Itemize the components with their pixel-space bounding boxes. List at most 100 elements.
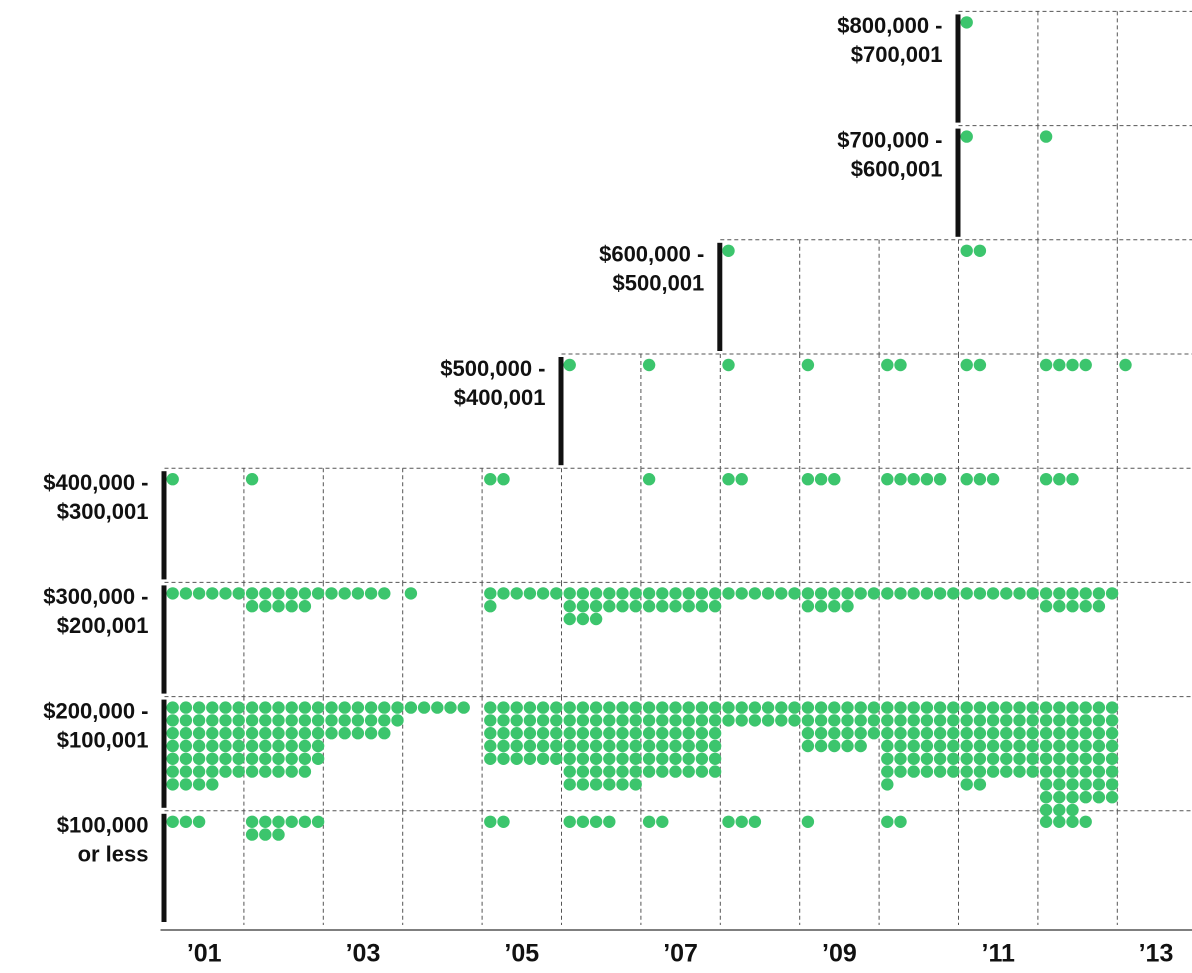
- data-dot: [682, 600, 695, 613]
- data-dot: [272, 587, 285, 600]
- data-dot: [523, 587, 537, 600]
- data-dot: [801, 739, 815, 753]
- data-dot: [801, 473, 815, 486]
- data-dot: [960, 701, 973, 714]
- data-dot: [192, 739, 206, 753]
- data-dot: [881, 587, 894, 600]
- data-dot: [907, 727, 920, 740]
- band-bar: [955, 128, 961, 237]
- data-dot: [656, 587, 669, 600]
- data-dot: [907, 587, 920, 600]
- data-dot: [814, 739, 828, 753]
- x-tick-label: ’09: [822, 940, 857, 968]
- data-dot: [179, 714, 193, 727]
- data-dot: [550, 752, 563, 765]
- data-dot: [920, 701, 934, 714]
- data-dot: [1105, 778, 1119, 791]
- data-dot: [589, 714, 603, 727]
- data-dot: [748, 714, 762, 727]
- data-dot: [298, 739, 312, 753]
- data-dot: [973, 473, 987, 486]
- data-dot: [603, 600, 616, 613]
- data-dot: [1066, 473, 1079, 486]
- data-dot: [497, 752, 510, 765]
- data-dot: [1092, 791, 1106, 804]
- data-dot: [894, 815, 907, 828]
- data-dot: [801, 815, 815, 828]
- data-dot: [484, 714, 497, 727]
- data-dot: [1066, 358, 1079, 372]
- data-dot: [1013, 727, 1026, 740]
- data-dot: [1079, 714, 1092, 727]
- data-dot: [311, 701, 325, 714]
- data-dot: [1053, 714, 1066, 727]
- data-dot: [603, 701, 616, 714]
- data-dot: [1026, 714, 1039, 727]
- data-dot: [1026, 739, 1039, 753]
- data-dot: [801, 587, 815, 600]
- data-dot: [536, 587, 550, 600]
- data-dot: [523, 701, 537, 714]
- data-dot: [761, 714, 775, 727]
- data-dot: [986, 587, 1000, 600]
- data-dot: [497, 815, 510, 828]
- data-dot: [854, 587, 867, 600]
- data-dot: [378, 587, 391, 600]
- data-dot: [894, 765, 907, 778]
- band-label-line: $300,000 -: [43, 584, 148, 609]
- data-dot: [682, 701, 695, 714]
- data-dot: [497, 727, 510, 740]
- data-dot: [351, 587, 365, 600]
- data-dot: [285, 600, 298, 613]
- data-dot: [523, 727, 537, 740]
- data-dot: [245, 828, 259, 841]
- data-dot: [166, 778, 179, 791]
- data-dot: [642, 587, 656, 600]
- data-dot: [682, 739, 695, 753]
- data-dot: [417, 701, 431, 714]
- data-dot: [179, 815, 193, 828]
- data-dot: [629, 727, 642, 740]
- data-dot: [854, 701, 867, 714]
- data-dot: [894, 727, 907, 740]
- band-label-line: $100,001: [57, 727, 149, 752]
- data-dot: [881, 765, 894, 778]
- data-dot: [219, 714, 232, 727]
- data-dot: [259, 739, 272, 753]
- data-dot: [881, 714, 894, 727]
- data-dot: [933, 752, 947, 765]
- data-dot: [682, 752, 695, 765]
- data-dot: [536, 752, 550, 765]
- data-dot: [192, 778, 206, 791]
- data-dot: [523, 714, 537, 727]
- data-dot: [311, 752, 325, 765]
- data-dot: [1066, 815, 1079, 828]
- band-bar: [955, 14, 961, 123]
- data-dot: [523, 739, 537, 753]
- data-dot: [298, 752, 312, 765]
- data-dot: [576, 701, 590, 714]
- data-dot: [986, 727, 1000, 740]
- data-dot: [616, 727, 629, 740]
- data-dot: [166, 815, 179, 828]
- band-bar: [161, 585, 167, 694]
- data-dot: [206, 752, 219, 765]
- data-dot: [351, 714, 365, 727]
- data-dot: [960, 16, 973, 29]
- data-dot: [232, 752, 245, 765]
- data-dot: [708, 727, 722, 740]
- data-dot: [1092, 727, 1106, 740]
- data-dot: [828, 587, 841, 600]
- data-dot: [814, 727, 828, 740]
- data-dot: [947, 752, 960, 765]
- data-dot: [166, 714, 179, 727]
- data-dot: [960, 244, 973, 257]
- data-dot: [563, 752, 576, 765]
- data-dot: [881, 778, 894, 791]
- data-dot: [682, 765, 695, 778]
- data-dot: [589, 727, 603, 740]
- data-dot: [563, 778, 576, 791]
- data-dot: [245, 739, 259, 753]
- data-dot: [947, 587, 960, 600]
- data-dot: [854, 714, 867, 727]
